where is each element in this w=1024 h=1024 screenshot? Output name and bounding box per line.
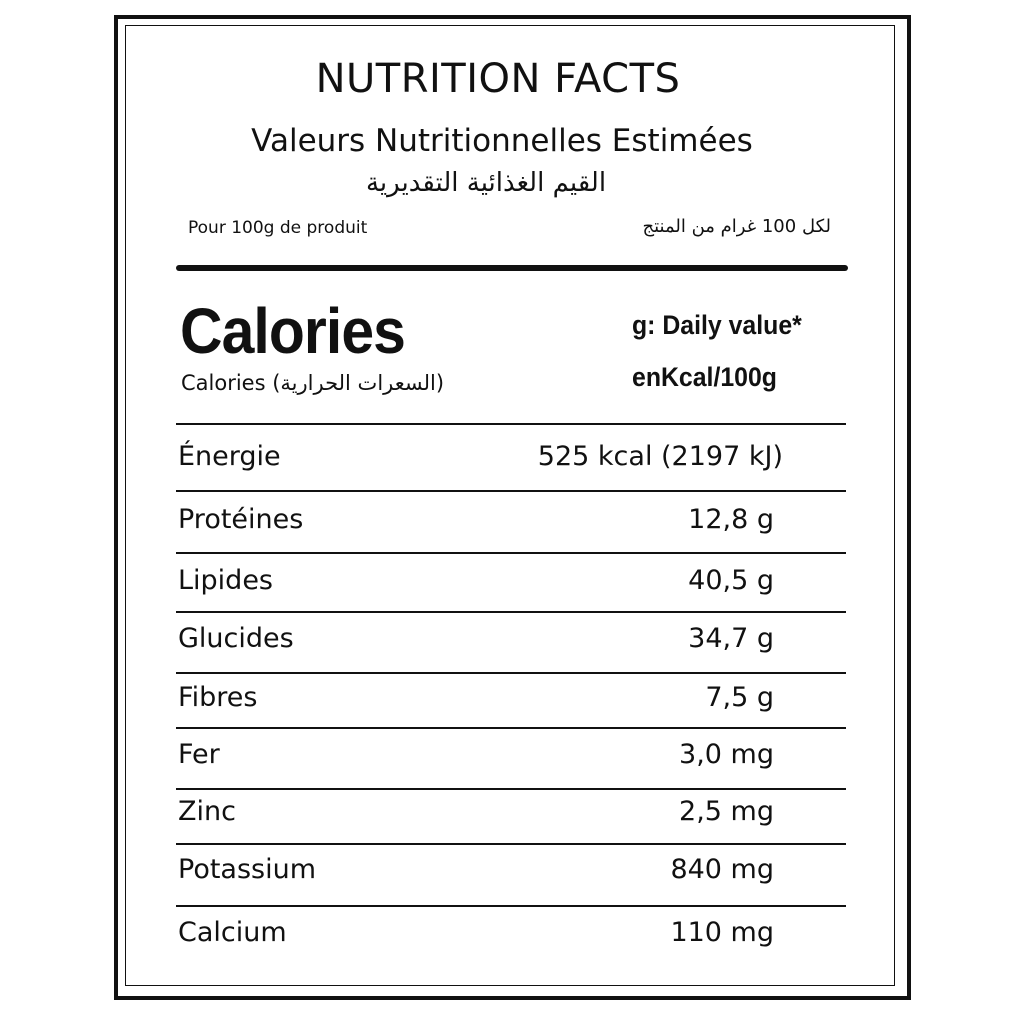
nutrient-value: 110 mg: [670, 917, 774, 948]
table-row-iron: Fer 3,0 mg: [176, 727, 846, 788]
subtitle-french: Valeurs Nutritionnelles Estimées: [251, 123, 753, 159]
nutrient-name: Protéines: [178, 504, 304, 535]
table-row-proteins: Protéines 12,8 g: [176, 490, 846, 552]
label-inner-border: [125, 25, 895, 986]
nutrient-value: 40,5 g: [688, 565, 774, 596]
table-row-energy: Énergie 525 kcal (2197 kJ): [176, 423, 846, 490]
nutrition-facts-title: NUTRITION FACTS: [315, 56, 681, 102]
nutrient-name: Calcium: [178, 917, 287, 948]
table-row-carbohydrates: Glucides 34,7 g: [176, 611, 846, 672]
calories-subheading: Calories (السعرات الحرارية): [181, 371, 445, 395]
nutrient-name: Zinc: [178, 796, 236, 827]
table-row-lipids: Lipides 40,5 g: [176, 552, 846, 611]
nutrient-name: Glucides: [178, 623, 294, 654]
unit-label: enKcal/100g: [632, 362, 777, 392]
nutrient-value: 2,5 mg: [679, 796, 774, 827]
daily-value-label: g: Daily value*: [632, 310, 802, 340]
table-row-fibres: Fibres 7,5 g: [176, 672, 846, 727]
nutrient-value: 12,8 g: [688, 504, 774, 535]
subtitle-arabic: القيم الغذائية التقديرية: [365, 168, 607, 198]
table-row-potassium: Potassium 840 mg: [176, 843, 846, 905]
nutrient-name: Lipides: [178, 565, 274, 596]
serving-basis-arabic: لكل 100 غرام من المنتج: [642, 216, 831, 237]
nutrient-value: 3,0 mg: [679, 739, 774, 770]
table-row-zinc: Zinc 2,5 mg: [176, 788, 846, 843]
thick-divider: [176, 265, 848, 271]
serving-basis-french: Pour 100g de produit: [188, 218, 368, 238]
nutrient-table: Énergie 525 kcal (2197 kJ) Protéines 12,…: [176, 423, 846, 965]
nutrient-value: 34,7 g: [688, 623, 774, 654]
label-outer-border: [114, 15, 911, 1000]
table-row-calcium: Calcium 110 mg: [176, 905, 846, 965]
nutrient-value: 7,5 g: [705, 682, 774, 713]
nutrient-name: Fibres: [178, 682, 258, 713]
nutrient-value: 525 kcal (2197 kJ): [537, 441, 783, 472]
nutrient-name: Potassium: [178, 854, 317, 885]
nutrient-value: 840 mg: [670, 854, 774, 885]
nutrient-name: Énergie: [178, 441, 281, 472]
calories-heading: Calories: [180, 295, 406, 367]
nutrient-name: Fer: [178, 739, 220, 770]
